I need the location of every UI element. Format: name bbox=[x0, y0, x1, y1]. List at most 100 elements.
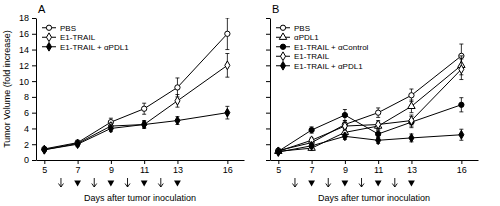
y-tick-label: 18 bbox=[19, 13, 29, 23]
x-tick-mark bbox=[44, 160, 45, 164]
legend-marker bbox=[279, 33, 286, 39]
y-tick bbox=[266, 160, 270, 161]
point bbox=[75, 139, 80, 148]
x-tick-mark bbox=[411, 160, 412, 164]
point bbox=[459, 65, 464, 74]
y-axis-line bbox=[270, 19, 271, 161]
x-tick-label: 7 bbox=[76, 165, 81, 175]
treatments bbox=[58, 178, 180, 187]
x-tick-mark bbox=[111, 160, 112, 164]
x-tick: 9 bbox=[343, 160, 348, 175]
y-tick-mark bbox=[32, 50, 36, 51]
y-tick: 2 bbox=[24, 140, 36, 150]
panel-title: B bbox=[272, 3, 279, 15]
x-tick: 16 bbox=[223, 160, 233, 175]
x-axis-title: Days after tumor inoculation bbox=[318, 193, 430, 203]
y-tick-mark bbox=[266, 160, 270, 161]
panel: 579111316024681012141618ADays after tumo… bbox=[2, 3, 245, 203]
series-line bbox=[44, 113, 227, 150]
y-tick-label: 12 bbox=[19, 61, 29, 71]
error-bar bbox=[142, 121, 146, 129]
x-tick-label: 13 bbox=[173, 165, 183, 175]
error-bar bbox=[225, 54, 229, 78]
x-tick-label: 5 bbox=[42, 165, 47, 175]
treatment-triangle bbox=[308, 181, 315, 187]
legend-entry: E1-TRAIL + αPDL1 bbox=[276, 61, 363, 70]
y-tick: 16 bbox=[19, 29, 36, 39]
error-bar bbox=[175, 117, 179, 125]
x-tick-label: 13 bbox=[407, 165, 417, 175]
y-tick-mark bbox=[32, 34, 36, 35]
error-bar bbox=[175, 78, 179, 97]
x-tick-label: 7 bbox=[310, 165, 315, 175]
point bbox=[142, 120, 147, 129]
y-tick-mark bbox=[266, 128, 270, 129]
x-tick-label: 11 bbox=[374, 165, 383, 175]
point bbox=[408, 102, 415, 108]
x-tick-mark bbox=[227, 160, 228, 164]
x-axis-title: Days after tumor inoculation bbox=[84, 193, 196, 203]
point bbox=[142, 120, 147, 129]
legend-entry: E1-TRAIL + αControl bbox=[276, 43, 369, 52]
point bbox=[376, 136, 381, 145]
panel-title: A bbox=[38, 3, 46, 15]
legend-marker bbox=[46, 33, 51, 42]
y-tick-mark bbox=[32, 128, 36, 129]
point bbox=[75, 140, 80, 149]
y-tick-mark bbox=[266, 34, 270, 35]
y-tick: 12 bbox=[19, 61, 36, 71]
y-tick bbox=[266, 144, 270, 145]
point bbox=[108, 124, 113, 133]
y-tick: 14 bbox=[19, 45, 36, 55]
legend: PBSαPDL1E1-TRAIL + αControlE1-TRAILE1-TR… bbox=[276, 24, 369, 71]
x-tick: 13 bbox=[407, 160, 417, 175]
y-tick-mark bbox=[32, 113, 36, 114]
x-tick: 5 bbox=[276, 160, 281, 175]
y-tick-label: 16 bbox=[19, 29, 29, 39]
series bbox=[42, 54, 230, 155]
series-line bbox=[278, 69, 461, 151]
error-bar bbox=[310, 127, 314, 133]
y-tick-mark bbox=[32, 65, 36, 66]
x-axis-line bbox=[271, 160, 479, 161]
error-bar bbox=[343, 110, 347, 121]
y-tick-label: 0 bbox=[24, 155, 29, 165]
x-tick-mark bbox=[78, 160, 79, 164]
legend-entry: PBS bbox=[42, 24, 76, 33]
legend-entry: αPDL1 bbox=[276, 33, 319, 42]
legend-label: PBS bbox=[294, 24, 310, 33]
point bbox=[342, 112, 347, 117]
y-tick bbox=[266, 97, 270, 98]
point bbox=[409, 134, 414, 143]
x-tick-mark bbox=[312, 160, 313, 164]
series-line bbox=[44, 65, 227, 149]
legend: PBSE1-TRAILE1-TRAIL + αPDL1 bbox=[42, 24, 129, 52]
chart: 579111316024681012141618ADays after tumo… bbox=[0, 0, 500, 206]
point bbox=[376, 120, 381, 129]
x-tick: 11 bbox=[140, 160, 149, 175]
point bbox=[342, 132, 347, 141]
error-bar bbox=[175, 95, 179, 108]
x-tick: 11 bbox=[374, 160, 383, 175]
legend-label: E1-TRAIL + αControl bbox=[294, 43, 369, 52]
y-tick bbox=[266, 34, 270, 35]
y-tick-mark bbox=[32, 18, 36, 19]
series bbox=[276, 59, 464, 156]
y-tick-mark bbox=[266, 50, 270, 51]
treatments bbox=[292, 178, 414, 187]
x-tick: 7 bbox=[76, 160, 81, 175]
series-line bbox=[278, 135, 461, 152]
y-tick bbox=[266, 65, 270, 66]
error-bar bbox=[142, 103, 146, 114]
error-bar bbox=[376, 108, 380, 117]
x-tick-label: 11 bbox=[140, 165, 149, 175]
y-tick-mark bbox=[266, 65, 270, 66]
x-tick-label: 16 bbox=[457, 165, 467, 175]
series bbox=[275, 56, 465, 154]
error-bar bbox=[409, 115, 413, 126]
x-tick: 13 bbox=[173, 160, 183, 175]
point bbox=[42, 145, 47, 154]
y-tick bbox=[266, 128, 270, 129]
point bbox=[175, 85, 180, 90]
point bbox=[225, 108, 230, 117]
